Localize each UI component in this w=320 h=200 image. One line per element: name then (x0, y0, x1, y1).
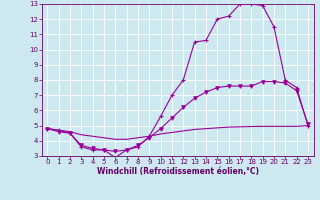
X-axis label: Windchill (Refroidissement éolien,°C): Windchill (Refroidissement éolien,°C) (97, 167, 259, 176)
